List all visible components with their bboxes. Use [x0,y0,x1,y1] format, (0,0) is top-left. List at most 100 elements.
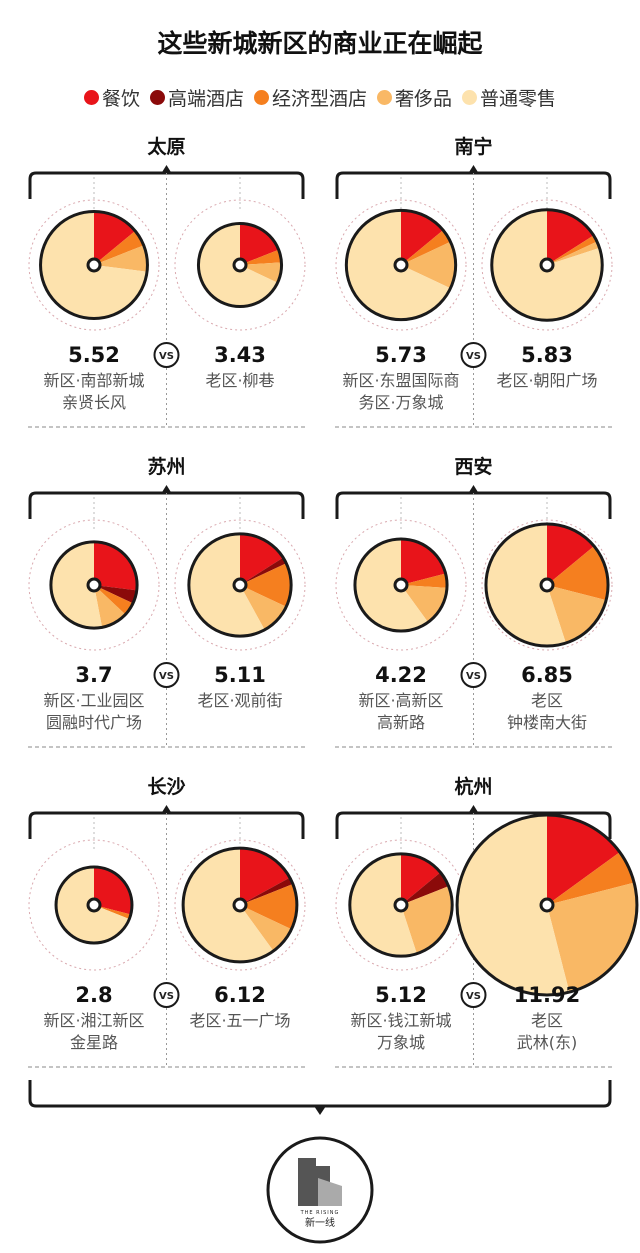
city-2-old-district-pie-slice-3 [240,585,287,630]
city-1-new-district-pie-slice-0 [401,210,444,265]
city-1-old-district-value: 5.83 [521,343,573,367]
city-3-old-district-pie-slice-2 [547,546,609,601]
city-5-new-district-label-line-0: 新区·钱江新城 [350,1011,451,1030]
city-2-new-district-pie-center-dot [86,577,102,593]
city-1-new-district-pie-guide-ring [335,199,467,331]
legend-label-luxury-goods: 奢侈品 [395,88,453,110]
city-4-bracket [28,811,305,839]
city-5-old-district-pie-slice-0 [547,815,620,905]
city-2-old-district-label-line-0: 老区·观前街 [197,691,282,710]
city-1-name: 南宁 [454,135,492,158]
city-5-old-district-pie-center-dot [539,897,555,913]
city-1-new-district-label-line-0: 新区·东盟国际商 [342,371,459,390]
city-3-new-district-value: 4.22 [375,663,427,687]
city-0-new-district-label-line-0: 新区·南部新城 [43,371,144,390]
city-0-bracket [28,171,305,199]
city-5-old-district-pie-slice-4 [457,815,570,995]
city-4-old-district-pie-center-dot [232,897,248,913]
city-1-old-district-pie-outline [490,208,604,322]
city-1-vs-label: VS [466,351,481,362]
city-5-vs-label: VS [466,991,481,1002]
city-2-bracket [28,491,305,519]
city-5-old-district-label-line-1: 武林(东) [517,1033,578,1052]
city-4-bracket-arrow [161,805,172,813]
city-2-old-district-pie-slice-2 [240,563,292,607]
city-4-new-district-label-line-0: 新区·湘江新区 [43,1011,144,1030]
city-2-vs-label: VS [159,671,174,682]
city-4-old-district-value: 6.12 [214,983,266,1007]
city-0-old-district-value: 3.43 [214,343,266,367]
city-2-new-district-pie-slice-4 [50,541,103,629]
legend-label-retail: 普通零售 [480,88,557,110]
city-3-new-district-pie-slice-0 [401,538,446,585]
legend-item-budget-hotel: 经济型酒店 [253,84,367,111]
city-2-new-district-pie-outline [49,540,139,630]
city-0-old-district-pie-slice-3 [240,262,282,283]
legend-swatch-budget-hotel [253,90,269,105]
city-5-new-district-pie-center-dot [393,897,409,913]
city-3-old-district-pie-guide-ring [481,519,613,651]
city-2-old-district-pie-slice-1 [240,557,287,585]
city-3-old-district-pie-slice-4 [485,523,566,647]
city-4-new-district-pie-guide-ring [28,839,160,971]
legend-swatch-luxury-goods [377,90,392,105]
city-0-old-district-label-line-0: 老区·柳巷 [205,371,274,390]
legend-item-retail: 普通零售 [462,84,556,111]
city-4-old-district-label-line-0: 老区·五一广场 [189,1011,290,1030]
city-1-old-district-pie-center-dot [539,257,555,273]
city-3-name: 西安 [454,455,492,478]
city-0-new-district-pie-slice-0 [94,211,136,265]
city-3-new-district-pie-slice-2 [401,573,448,588]
city-4-vs-label: VS [159,991,174,1002]
city-3-bracket-arrow [468,485,479,493]
logo-name: 新一线 [305,1216,335,1229]
legend-swatch-retail [462,90,478,105]
city-2-name: 苏州 [147,455,185,478]
legend: 餐饮 高端酒店 经济型酒店 奢侈品 普通零售 [0,84,640,111]
city-3-new-district-pie-outline [353,537,449,633]
city-5-new-district-pie-slice-4 [349,853,417,957]
city-3-new-district-pie-guide-ring [335,519,467,651]
bottom-bracket-arrow [314,1106,326,1115]
city-2-new-district-value: 3.7 [75,663,112,687]
city-4-old-district-pie-slice-3 [240,905,292,952]
city-4-old-district-pie-slice-2 [240,884,297,930]
city-3-new-district-pie-slice-4 [354,538,429,632]
city-2-new-district-pie-slice-2 [94,585,133,615]
city-5-new-district-pie-outline [348,852,454,958]
city-0-new-district-pie-guide-ring [28,199,160,331]
city-5-new-district-pie-slice-0 [401,853,441,905]
city-2-old-district-pie-outline [187,532,293,638]
city-4-old-district-pie-outline [181,846,299,964]
legend-item-luxury-hotel: 高端酒店 [149,84,244,111]
legend-label-luxury-hotel: 高端酒店 [167,88,244,110]
city-3-old-district-pie-slice-0 [547,523,595,585]
legend-label-dining: 餐饮 [101,88,140,110]
city-3-vs-badge [460,662,487,688]
city-3-old-district-value: 6.85 [521,663,573,687]
city-3-old-district-pie-slice-3 [547,585,607,644]
city-2-old-district-pie-guide-ring [174,519,306,651]
city-1-old-district-pie-guide-ring [481,199,613,331]
city-1-new-district-pie-slice-2 [401,230,451,265]
city-1-new-district-value: 5.73 [375,343,427,367]
city-2-new-district-pie-slice-3 [94,585,126,628]
legend-item-luxury-goods: 奢侈品 [377,84,452,111]
city-0-new-district-label-line-1: 亲贤长风 [62,393,126,412]
city-1-old-district-pie-slice-2 [547,235,597,265]
city-5-new-district-value: 5.12 [375,983,427,1007]
city-0-new-district-pie-slice-3 [94,245,148,272]
city-1-new-district-pie-center-dot [393,257,409,273]
logo-subtext: THE RISING [300,1210,340,1216]
city-1-bracket-arrow [468,165,479,173]
legend-label-budget-hotel: 经济型酒店 [271,88,367,110]
city-4-new-district-label-line-1: 金星路 [70,1033,118,1052]
city-3-vs-label: VS [466,671,481,682]
city-0-old-district-pie-center-dot [232,257,248,273]
city-0-new-district-pie-outline [39,210,149,320]
legend-item-dining: 餐饮 [83,84,140,111]
city-4-new-district-pie-slice-0 [94,867,132,915]
city-2-old-district-pie-center-dot [232,577,248,593]
chart-title: 这些新城新区的商业正在崛起 [157,29,483,58]
